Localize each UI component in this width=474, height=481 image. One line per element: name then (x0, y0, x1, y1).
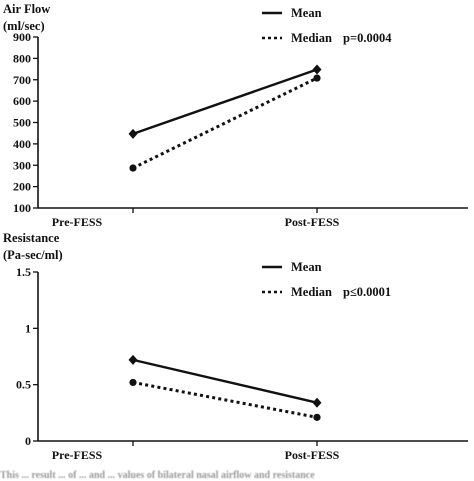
resistance-median-point-post-fess (313, 413, 321, 421)
resistance-xtick-pre: Pre-FESS (52, 448, 103, 462)
resistance-series-mean-line (132, 358, 318, 404)
legend-median-label: Median (291, 285, 332, 299)
resistance-p-value: p≤0.0001 (343, 285, 391, 299)
airflow-mean-point-pre-fess (128, 128, 138, 139)
airflow-p-value: p=0.0004 (343, 31, 392, 45)
resistance-median-point-pre-fess (129, 378, 137, 387)
resistance-chart: Resistance (Pa-sec/ml) Mean Median p≤0.0… (3, 231, 468, 462)
airflow-ytick-label: 300 (13, 158, 31, 172)
legend-mean-label: Mean (291, 6, 322, 20)
airflow-ytick-label: 800 (13, 51, 31, 65)
resistance-legend: Mean Median p≤0.0001 (262, 260, 391, 299)
resistance-ytick-label: 0.5 (16, 378, 31, 392)
airflow-ytick-label: 700 (13, 73, 31, 87)
resistance-ylabel-line2: (Pa-sec/ml) (3, 248, 63, 262)
airflow-ytick-label: 900 (13, 30, 31, 44)
airflow-ytick-label: 100 (13, 201, 31, 215)
airflow-ytick-label: 200 (13, 180, 31, 194)
airflow-legend: Mean Median p=0.0004 (262, 6, 392, 45)
resistance-series-median-line (132, 380, 318, 419)
airflow-ytick-label: 400 (13, 137, 31, 151)
airflow-ytick-label: 500 (13, 116, 31, 130)
airflow-xtick-pre: Pre-FESS (52, 215, 103, 229)
resistance-xtick-post: Post-FESS (285, 448, 340, 462)
airflow-ytick-label: 600 (13, 94, 31, 108)
airflow-series-mean-line (132, 68, 318, 135)
figure-caption: This ... result ... of ... and ... value… (0, 470, 315, 481)
resistance-ytick-label: 1.5 (16, 265, 31, 279)
resistance-mean-point-post-fess (312, 397, 322, 408)
airflow-chart: Air Flow (ml/sec) Mean Median p=0.0004 P… (3, 2, 468, 229)
airflow-median-point-pre-fess (129, 164, 137, 172)
resistance-ylabel-line1: Resistance (3, 231, 60, 245)
resistance-mean-point-pre-fess (128, 354, 138, 365)
legend-mean-label: Mean (291, 260, 322, 274)
airflow-median-point-post-fess (313, 74, 321, 82)
airflow-xtick-post: Post-FESS (285, 215, 340, 229)
resistance-ytick-label: 1 (25, 321, 31, 335)
airflow-ylabel-line1: Air Flow (3, 2, 50, 16)
airflow-mean-point-post-fess (312, 64, 322, 75)
airflow-ylabel-line2: (ml/sec) (3, 19, 45, 33)
resistance-ytick-label: 0 (25, 434, 31, 448)
legend-median-label: Median (291, 31, 332, 45)
